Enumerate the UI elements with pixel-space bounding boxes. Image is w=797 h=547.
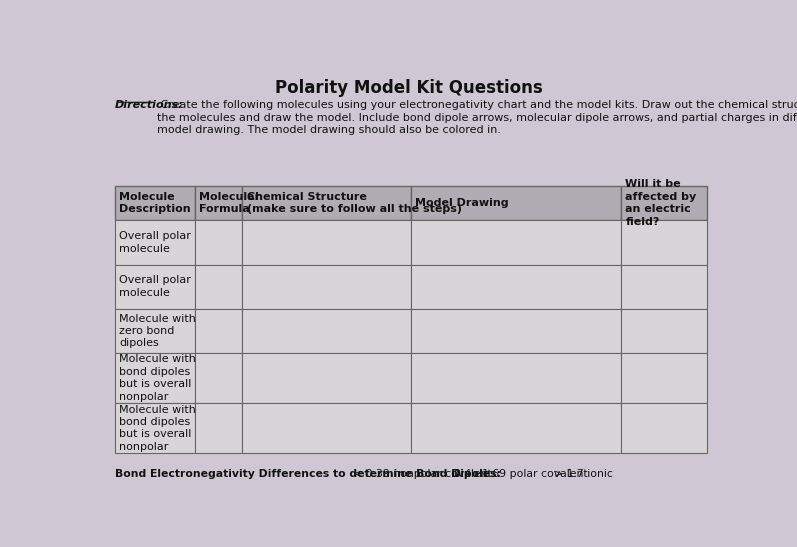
Bar <box>411 309 621 353</box>
Bar <box>242 309 411 353</box>
Bar <box>621 353 707 403</box>
Text: > 1.7 ionic: > 1.7 ionic <box>554 469 613 479</box>
Bar <box>115 403 195 453</box>
Text: Create the following molecules using your electronegativity chart and the model : Create the following molecules using you… <box>157 100 797 135</box>
Text: Directions:: Directions: <box>115 100 183 110</box>
Bar <box>115 309 195 353</box>
Bar <box>115 353 195 403</box>
Text: Molecule with
bond dipoles
but is overall
nonpolar: Molecule with bond dipoles but is overal… <box>120 354 196 401</box>
Bar <box>621 309 707 353</box>
Bar <box>115 220 195 265</box>
Bar <box>115 185 195 220</box>
Text: Molecule with
zero bond
dipoles: Molecule with zero bond dipoles <box>120 313 196 348</box>
Bar <box>621 220 707 265</box>
Bar <box>242 353 411 403</box>
Bar <box>411 353 621 403</box>
Text: Molecule
Description: Molecule Description <box>120 192 191 214</box>
Bar <box>115 265 195 309</box>
Text: Will it be
affected by
an electric
field?: Will it be affected by an electric field… <box>626 179 697 226</box>
Bar <box>411 185 621 220</box>
Text: Overall polar
molecule: Overall polar molecule <box>120 276 191 298</box>
Text: Model Drawing: Model Drawing <box>415 198 508 208</box>
Text: Polarity Model Kit Questions: Polarity Model Kit Questions <box>275 79 542 97</box>
Bar <box>242 403 411 453</box>
Bar <box>195 220 242 265</box>
Bar <box>242 220 411 265</box>
Bar <box>411 265 621 309</box>
Bar <box>195 185 242 220</box>
Text: 0.4 - 1.69 polar covalent: 0.4 - 1.69 polar covalent <box>453 469 587 479</box>
Text: Chemical Structure
(make sure to follow all the steps): Chemical Structure (make sure to follow … <box>246 192 461 214</box>
Text: Overall polar
molecule: Overall polar molecule <box>120 231 191 254</box>
Bar <box>411 220 621 265</box>
Bar <box>621 185 707 220</box>
Bar <box>621 265 707 309</box>
Bar <box>195 265 242 309</box>
Bar <box>195 353 242 403</box>
Bar <box>195 309 242 353</box>
Text: Bond Electronegativity Differences to determine Bond Dipoles:: Bond Electronegativity Differences to de… <box>115 469 501 479</box>
Bar <box>621 403 707 453</box>
Bar <box>242 185 411 220</box>
Text: Molecular
Formula: Molecular Formula <box>199 192 261 214</box>
Text: Molecule with
bond dipoles
but is overall
nonpolar: Molecule with bond dipoles but is overal… <box>120 405 196 452</box>
Bar <box>242 265 411 309</box>
Bar <box>195 403 242 453</box>
Text: < 0.39 nonpolar covalent: < 0.39 nonpolar covalent <box>353 469 492 479</box>
Bar <box>411 403 621 453</box>
